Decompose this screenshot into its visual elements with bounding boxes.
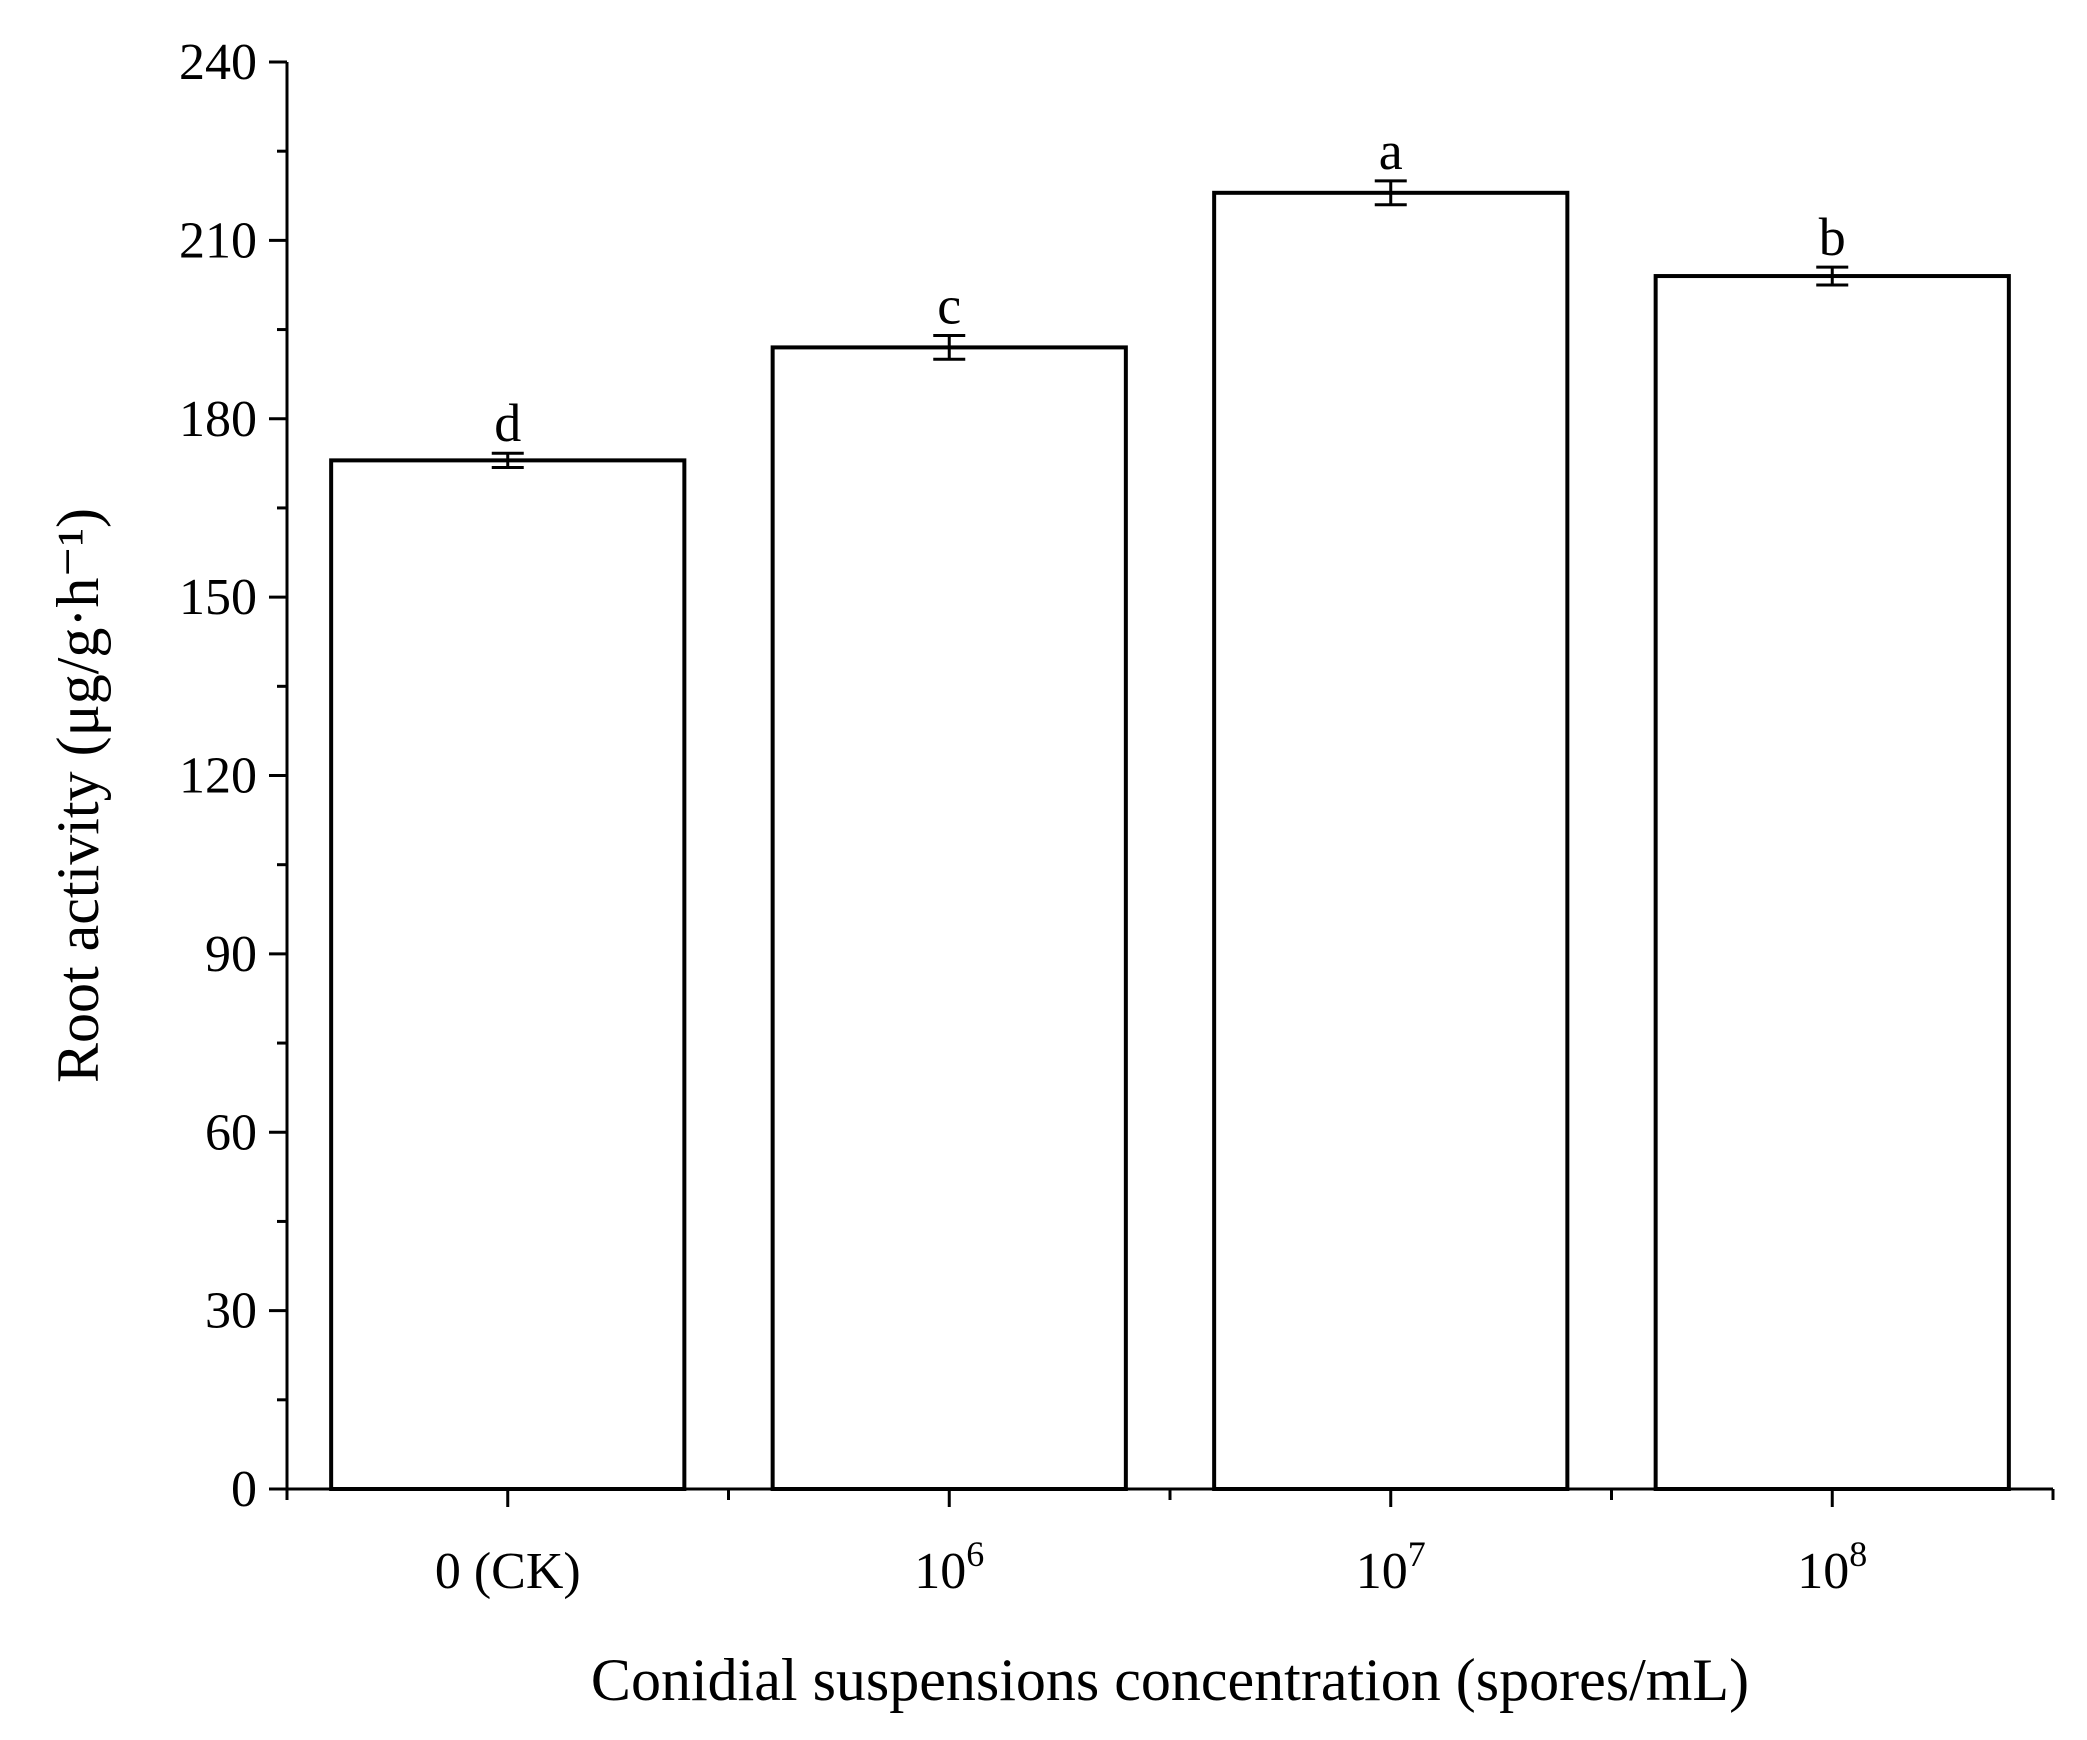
y-tick-label: 0 [231, 1461, 257, 1518]
bar [1653, 274, 2011, 1491]
y-tick-label: 240 [179, 34, 257, 91]
bar [1212, 190, 1570, 1491]
bar [770, 345, 1128, 1491]
y-axis-title: Root activity (μg/g·h⁻¹) [45, 508, 111, 1083]
significance-letter: b [1819, 207, 1846, 267]
y-tick-label: 210 [179, 212, 257, 269]
y-tick-label: 120 [179, 748, 257, 805]
x-tick-label: 108 [1797, 1534, 1867, 1600]
y-tick-label: 150 [179, 569, 257, 626]
y-tick-label: 90 [205, 926, 257, 983]
y-tick-label: 180 [179, 391, 257, 448]
bar [329, 458, 687, 1491]
y-tick-label: 60 [205, 1104, 257, 1161]
y-tick-label: 30 [205, 1283, 257, 1340]
significance-letter: a [1379, 121, 1403, 181]
x-tick-label: 106 [914, 1534, 984, 1600]
x-axis-title: Conidial suspensions concentration (spor… [591, 1647, 1749, 1713]
significance-letter: d [494, 393, 521, 453]
x-tick-label: 107 [1356, 1534, 1426, 1600]
x-tick-label: 0 (CK) [435, 1543, 581, 1600]
significance-letter: c [937, 276, 961, 336]
